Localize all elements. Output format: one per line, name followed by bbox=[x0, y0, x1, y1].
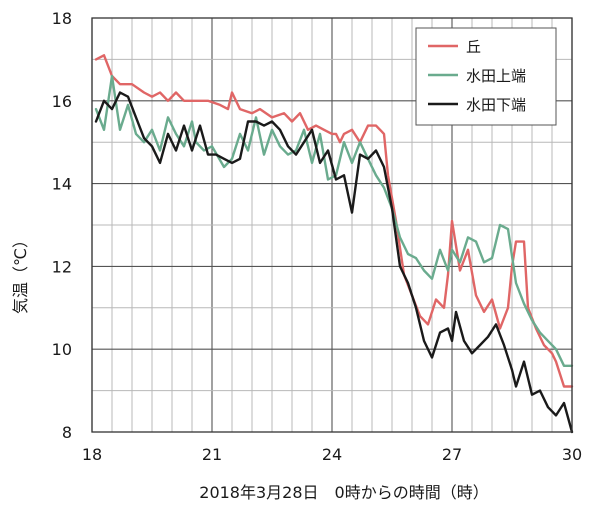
x-tick-labels: 18 21 24 27 30 bbox=[82, 445, 582, 464]
y-tick-label: 12 bbox=[52, 257, 72, 276]
x-tick-label: 21 bbox=[202, 445, 222, 464]
y-tick-label: 10 bbox=[52, 340, 72, 359]
x-tick-label: 18 bbox=[82, 445, 102, 464]
x-axis-title: 2018年3月28日 0時からの時間（時） bbox=[199, 483, 488, 502]
legend-box bbox=[415, 27, 557, 126]
series-line-3 bbox=[94, 91, 574, 434]
legend-label-2: 水田上端 bbox=[466, 67, 526, 85]
y-tick-label: 8 bbox=[62, 423, 72, 442]
legend-label-1: 丘 bbox=[466, 38, 481, 56]
y-axis-title: 気温（℃） bbox=[11, 232, 30, 314]
y-tick-labels: 8 10 12 14 16 18 bbox=[52, 9, 72, 442]
series-layer bbox=[94, 54, 574, 434]
y-tick-label: 18 bbox=[52, 9, 72, 28]
plot-frame bbox=[91, 17, 573, 433]
y-tick-label: 14 bbox=[52, 175, 72, 194]
x-tick-label: 30 bbox=[562, 445, 582, 464]
legend-label-3: 水田下端 bbox=[466, 96, 526, 114]
y-tick-label: 16 bbox=[52, 92, 72, 111]
x-tick-label: 27 bbox=[442, 445, 462, 464]
x-tick-label: 24 bbox=[322, 445, 342, 464]
